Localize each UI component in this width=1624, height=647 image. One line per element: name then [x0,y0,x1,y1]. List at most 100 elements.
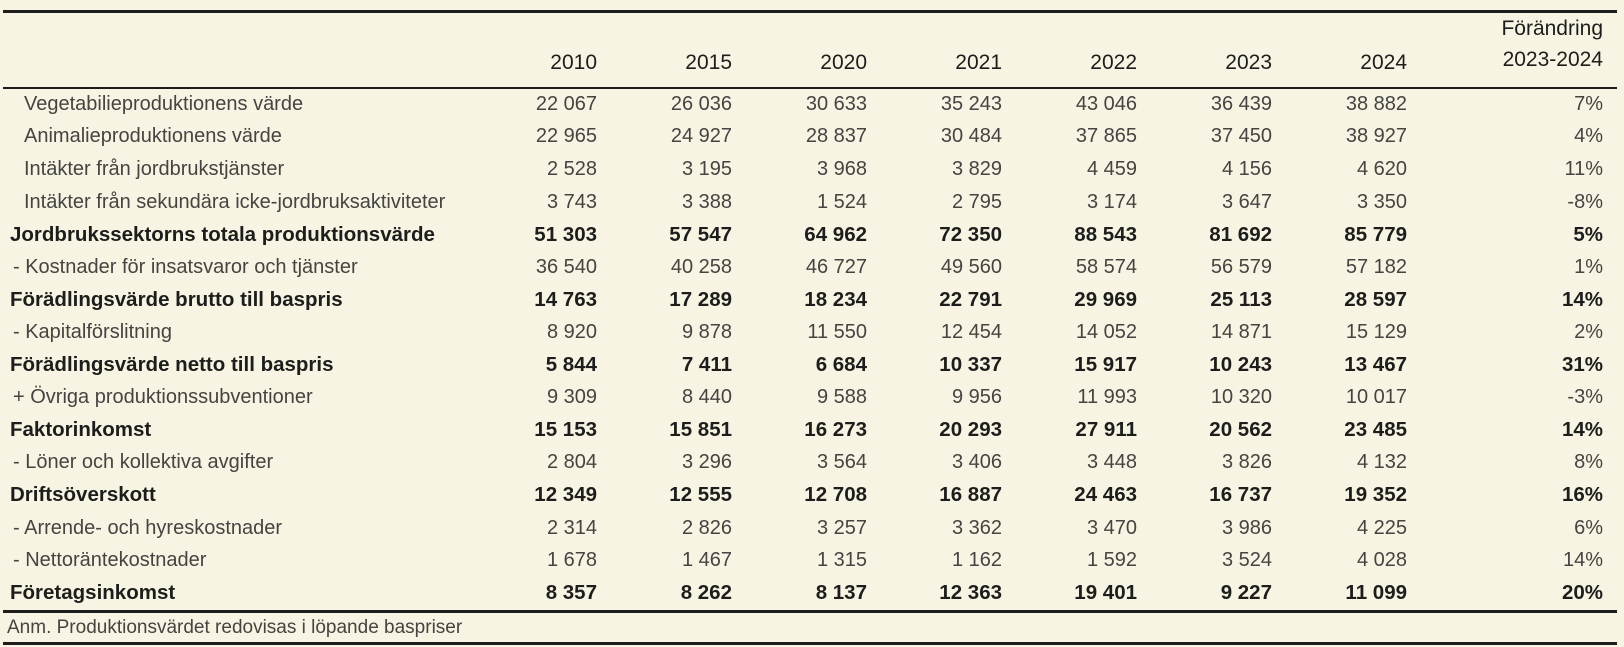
row-value: 28 597 [1344,287,1407,311]
row-value: 4 620 [1356,157,1407,180]
row-value: 24 927 [670,125,732,148]
row-change-percent: 14% [1562,549,1603,572]
row-label: - Arrende- och hyreskostnader [13,516,283,539]
table-row: - Arrende- och hyreskostnader 2 314 2 826 3… [3,512,1617,545]
row-value: 2 528 [546,157,597,180]
row-value: 16 887 [939,483,1002,507]
table-row: - Kostnader för insatsvaror och tjänster… [3,251,1617,284]
row-label: Vegetabilieproduktionens värde [24,93,304,116]
table-row: Förädlingsvärde netto till baspris 5 844 7… [3,349,1617,382]
table-row: Intäkter från jordbrukstjänster 2 528 3 19… [3,153,1617,186]
row-value: 9 227 [1220,581,1272,605]
table-row: Animalieproduktionens värde 22 965 24 927 2… [3,121,1617,154]
row-value: 22 965 [535,125,597,148]
row-value: 4 132 [1356,451,1407,474]
header-label-spacer [3,13,472,89]
row-change-percent: 2% [1574,320,1603,343]
row-value: 22 791 [939,287,1002,311]
row-value: 72 350 [939,222,1002,246]
row-value: 19 401 [1074,581,1137,605]
table-row: Vegetabilieproduktionens värde 22 067 26 0… [3,88,1617,121]
row-value: 14 763 [534,287,597,311]
row-value: 29 969 [1074,287,1137,311]
row-value: 58 574 [1075,255,1137,278]
row-value: 1 524 [816,190,867,213]
row-value: 22 067 [535,93,597,116]
row-value: 4 028 [1356,549,1407,572]
table-row: + Övriga produktionssubventioner 9 309 8 4… [3,381,1617,414]
row-value: 3 829 [951,157,1002,180]
row-change-percent: -3% [1567,386,1603,409]
table-row: Jordbrukssektorns totala produktionsvärd… [3,218,1617,251]
row-value: 26 036 [670,93,732,116]
row-value: 3 362 [951,516,1002,539]
row-value: 15 851 [669,418,732,442]
table-row: Faktorinkomst 15 153 15 851 16 273 20 293 27 … [3,414,1617,447]
row-change-percent: 31% [1561,353,1603,377]
row-value: 46 727 [805,255,867,278]
row-value: 49 560 [940,255,1002,278]
row-value: 8 440 [681,386,732,409]
row-value: 9 878 [681,320,732,343]
row-value: 24 463 [1074,483,1137,507]
bottom-rule [3,641,1617,645]
row-value: 16 273 [804,418,867,442]
row-value: 3 296 [681,451,732,474]
row-value: 8 920 [546,320,597,343]
row-value: 38 927 [1345,125,1407,148]
row-change-percent: 6% [1574,516,1603,539]
row-label: - Kapitalförslitning [13,320,172,343]
table-row: - Löner och kollektiva avgifter 2 804 3 29… [3,447,1617,480]
row-change-percent: 20% [1561,581,1603,605]
row-value: 3 174 [1086,190,1137,213]
table-row: - Kapitalförslitning 8 920 9 878 11 550 12 4… [3,316,1617,349]
row-value: 2 804 [546,451,597,474]
table-body: Vegetabilieproduktionens värde 22 067 26 0… [3,88,1617,610]
row-change-percent: 4% [1574,125,1603,148]
row-value: 3 826 [1221,451,1272,474]
row-label: Företagsinkomst [10,581,176,605]
row-value: 28 837 [805,125,867,148]
row-value: 3 647 [1221,190,1272,213]
agricultural-income-table: 2010 2015 2020 2021 2022 2023 2024 Förändring 20… [3,13,1617,610]
row-change-percent: 7% [1574,93,1603,116]
row-value: 4 156 [1221,157,1272,180]
column-header-year: 2020 [742,13,877,89]
row-value: 3 257 [816,516,867,539]
row-value: 12 555 [669,483,732,507]
row-value: 8 357 [545,581,597,605]
column-header-year: 2022 [1012,13,1147,89]
row-value: 1 592 [1086,549,1137,572]
row-value: 3 195 [681,157,732,180]
row-change-percent: 14% [1561,287,1603,311]
row-value: 5 844 [545,353,597,377]
row-change-percent: 14% [1561,418,1603,442]
footer-rule [3,609,1617,613]
column-header-year: 2024 [1282,13,1417,89]
table-header: 2010 2015 2020 2021 2022 2023 2024 Förändring 20… [3,13,1617,89]
row-change-percent: -8% [1567,190,1603,213]
row-value: 3 968 [816,157,867,180]
row-value: 3 350 [1356,190,1407,213]
row-label: Förädlingsvärde brutto till baspris [10,287,343,311]
row-value: 56 579 [1210,255,1272,278]
column-header-year: 2021 [877,13,1012,89]
row-value: 17 289 [669,287,732,311]
row-value: 9 309 [546,386,597,409]
row-label: - Löner och kollektiva avgifter [13,451,274,474]
row-value: 36 540 [535,255,597,278]
row-value: 20 293 [939,418,1002,442]
row-value: 15 129 [1345,320,1407,343]
row-value: 6 684 [815,353,867,377]
row-value: 9 956 [951,386,1002,409]
row-value: 11 550 [807,320,867,343]
row-value: 3 406 [951,451,1002,474]
row-value: 3 564 [816,451,867,474]
row-value: 23 485 [1344,418,1407,442]
row-value: 15 153 [534,418,597,442]
row-value: 40 258 [670,255,732,278]
row-value: 30 484 [940,125,1002,148]
row-label: Intäkter från jordbrukstjänster [24,157,285,180]
row-change-percent: 1% [1574,255,1603,278]
column-header-change: Förändring 2023-2024 [1417,13,1617,89]
